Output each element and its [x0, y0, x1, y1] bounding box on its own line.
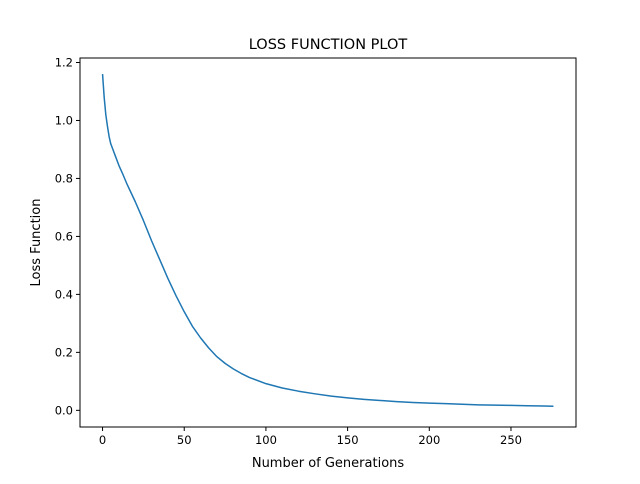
y-tick-label: 0.0: [55, 403, 73, 417]
y-tick-label: 1.2: [55, 55, 73, 69]
x-tick-label: 0: [99, 433, 106, 447]
x-tick-label: 150: [337, 433, 359, 447]
x-tick-label: 100: [255, 433, 277, 447]
y-tick-label: 0.2: [55, 345, 73, 359]
chart-title: LOSS FUNCTION PLOT: [249, 37, 408, 53]
x-tick-label: 200: [418, 433, 440, 447]
plot-frame: [79, 57, 577, 428]
y-tick-label: 0.6: [55, 229, 73, 243]
x-tick-label: 250: [500, 433, 522, 447]
y-axis-label: Loss Function: [29, 199, 44, 287]
x-tick-label: 50: [177, 433, 192, 447]
plot-area: [101, 74, 554, 408]
y-tick-label: 0.8: [55, 171, 73, 185]
x-axis-label: Number of Generations: [252, 456, 405, 471]
y-tick-label: 0.4: [55, 287, 73, 301]
x-axis: 0 50 100 150 200 250: [99, 427, 522, 447]
y-tick-label: 1.0: [55, 113, 73, 127]
y-axis: 0.0 0.2 0.4 0.6 0.8 1.0 1.2: [55, 55, 80, 417]
series-line-0: [101, 74, 554, 408]
